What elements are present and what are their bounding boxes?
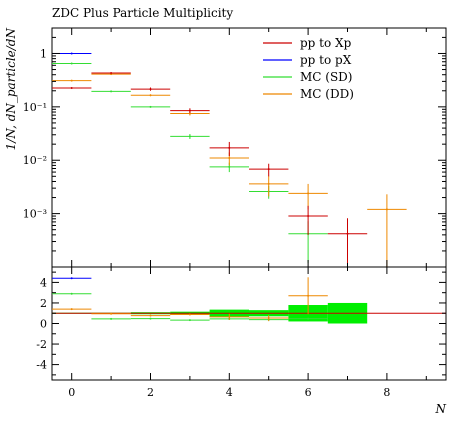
ratio-point bbox=[288, 277, 328, 315]
y-tick-label-main: 10⁻³ bbox=[23, 208, 47, 221]
data-point-marker bbox=[110, 312, 113, 315]
ratio-point bbox=[170, 313, 210, 316]
data-point bbox=[52, 79, 92, 82]
legend-entry: pp to pX bbox=[263, 53, 352, 67]
data-point-marker bbox=[188, 109, 191, 112]
data-point-marker bbox=[267, 168, 270, 171]
ratio-point bbox=[52, 277, 92, 280]
data-point-marker bbox=[70, 277, 73, 280]
y-axis-title: 1/N, dN_particle/dN bbox=[4, 28, 18, 151]
y-tick-label-ratio: 0 bbox=[40, 318, 47, 331]
legend-entry: MC (DD) bbox=[263, 87, 354, 101]
legend-entry: MC (SD) bbox=[263, 70, 353, 84]
legend-label: MC (DD) bbox=[300, 87, 354, 101]
data-point-marker bbox=[110, 72, 113, 75]
ratio-point bbox=[288, 317, 328, 320]
data-point-marker bbox=[267, 182, 270, 185]
data-point-marker bbox=[70, 79, 73, 82]
data-point-marker bbox=[346, 232, 349, 235]
data-point bbox=[91, 72, 131, 75]
data-point-marker bbox=[307, 294, 310, 297]
ratio-point bbox=[52, 308, 92, 311]
data-point-marker bbox=[149, 105, 152, 108]
ratio-point bbox=[209, 313, 249, 320]
data-point bbox=[367, 194, 407, 267]
data-point-marker bbox=[228, 146, 231, 149]
data-point bbox=[130, 105, 171, 108]
data-point bbox=[130, 87, 171, 91]
data-point bbox=[170, 134, 210, 139]
data-point-marker bbox=[110, 90, 113, 93]
data-point-marker bbox=[307, 215, 310, 218]
x-axis-title: N bbox=[435, 402, 447, 416]
y-tick-label-main: 1 bbox=[40, 47, 47, 60]
data-point-marker bbox=[70, 292, 73, 295]
data-point bbox=[288, 205, 328, 235]
data-point-marker bbox=[267, 317, 270, 320]
legend: pp to Xp pp to pX MC (SD) MC (DD) bbox=[263, 36, 354, 101]
ratio-point bbox=[91, 317, 131, 320]
ratio-point bbox=[130, 314, 171, 317]
data-point-marker bbox=[188, 319, 191, 322]
x-tick-label: 0 bbox=[68, 386, 75, 399]
ratio-panel-frame bbox=[51, 266, 447, 381]
ratio-panel bbox=[52, 277, 446, 324]
data-point-marker bbox=[70, 308, 73, 311]
y-tick-label-main: 10⁻² bbox=[23, 154, 47, 167]
main-panel bbox=[52, 52, 407, 267]
y-tick-label-main: 10⁻¹ bbox=[23, 101, 47, 114]
ratio-point bbox=[52, 292, 92, 295]
legend-entry: pp to Xp bbox=[263, 36, 352, 50]
data-point bbox=[327, 218, 368, 267]
data-point-marker bbox=[188, 135, 191, 138]
data-point bbox=[249, 175, 289, 197]
x-tick-label: 6 bbox=[305, 386, 312, 399]
ratio-point bbox=[249, 314, 289, 322]
legend-label: pp to Xp bbox=[300, 36, 352, 50]
y-tick-label-ratio: 2 bbox=[40, 297, 47, 310]
legend-label: pp to pX bbox=[300, 53, 352, 67]
data-point-marker bbox=[228, 157, 231, 160]
data-point bbox=[52, 62, 92, 65]
data-point-marker bbox=[228, 315, 231, 318]
data-point-marker bbox=[70, 52, 73, 55]
data-point-marker bbox=[70, 87, 73, 90]
data-point-marker bbox=[307, 317, 310, 320]
y-tick-label-ratio: -2 bbox=[36, 338, 47, 351]
chart-title: ZDC Plus Particle Multiplicity bbox=[52, 6, 233, 20]
ratio-point bbox=[170, 319, 210, 322]
data-point-marker bbox=[149, 94, 152, 97]
data-point-marker bbox=[188, 313, 191, 316]
axes: 0 2 4 6 8 1 10⁻¹ 10⁻² 10⁻³ 4 2 0 -2 -4 bbox=[23, 27, 446, 399]
data-point bbox=[249, 163, 289, 177]
data-point bbox=[170, 108, 210, 114]
x-tick-label: 8 bbox=[383, 386, 390, 399]
ratio-point bbox=[130, 317, 171, 320]
data-point-marker bbox=[149, 317, 152, 320]
data-point-marker bbox=[149, 314, 152, 317]
x-tick-label: 4 bbox=[226, 386, 233, 399]
x-tick-label: 2 bbox=[147, 386, 154, 399]
data-point-marker bbox=[385, 208, 388, 211]
data-point bbox=[130, 94, 171, 97]
data-point bbox=[52, 87, 92, 90]
data-point bbox=[91, 90, 131, 93]
data-point-marker bbox=[110, 317, 113, 320]
y-tick-label-ratio: -4 bbox=[36, 359, 47, 372]
ratio-point bbox=[91, 312, 131, 315]
data-point-marker bbox=[70, 62, 73, 65]
data-point-marker bbox=[228, 165, 231, 168]
data-point bbox=[209, 141, 249, 157]
data-point-marker bbox=[307, 192, 310, 195]
data-point-marker bbox=[149, 88, 152, 91]
data-point bbox=[288, 183, 328, 210]
y-tick-label-ratio: 4 bbox=[40, 276, 47, 289]
legend-label: MC (SD) bbox=[300, 70, 353, 84]
